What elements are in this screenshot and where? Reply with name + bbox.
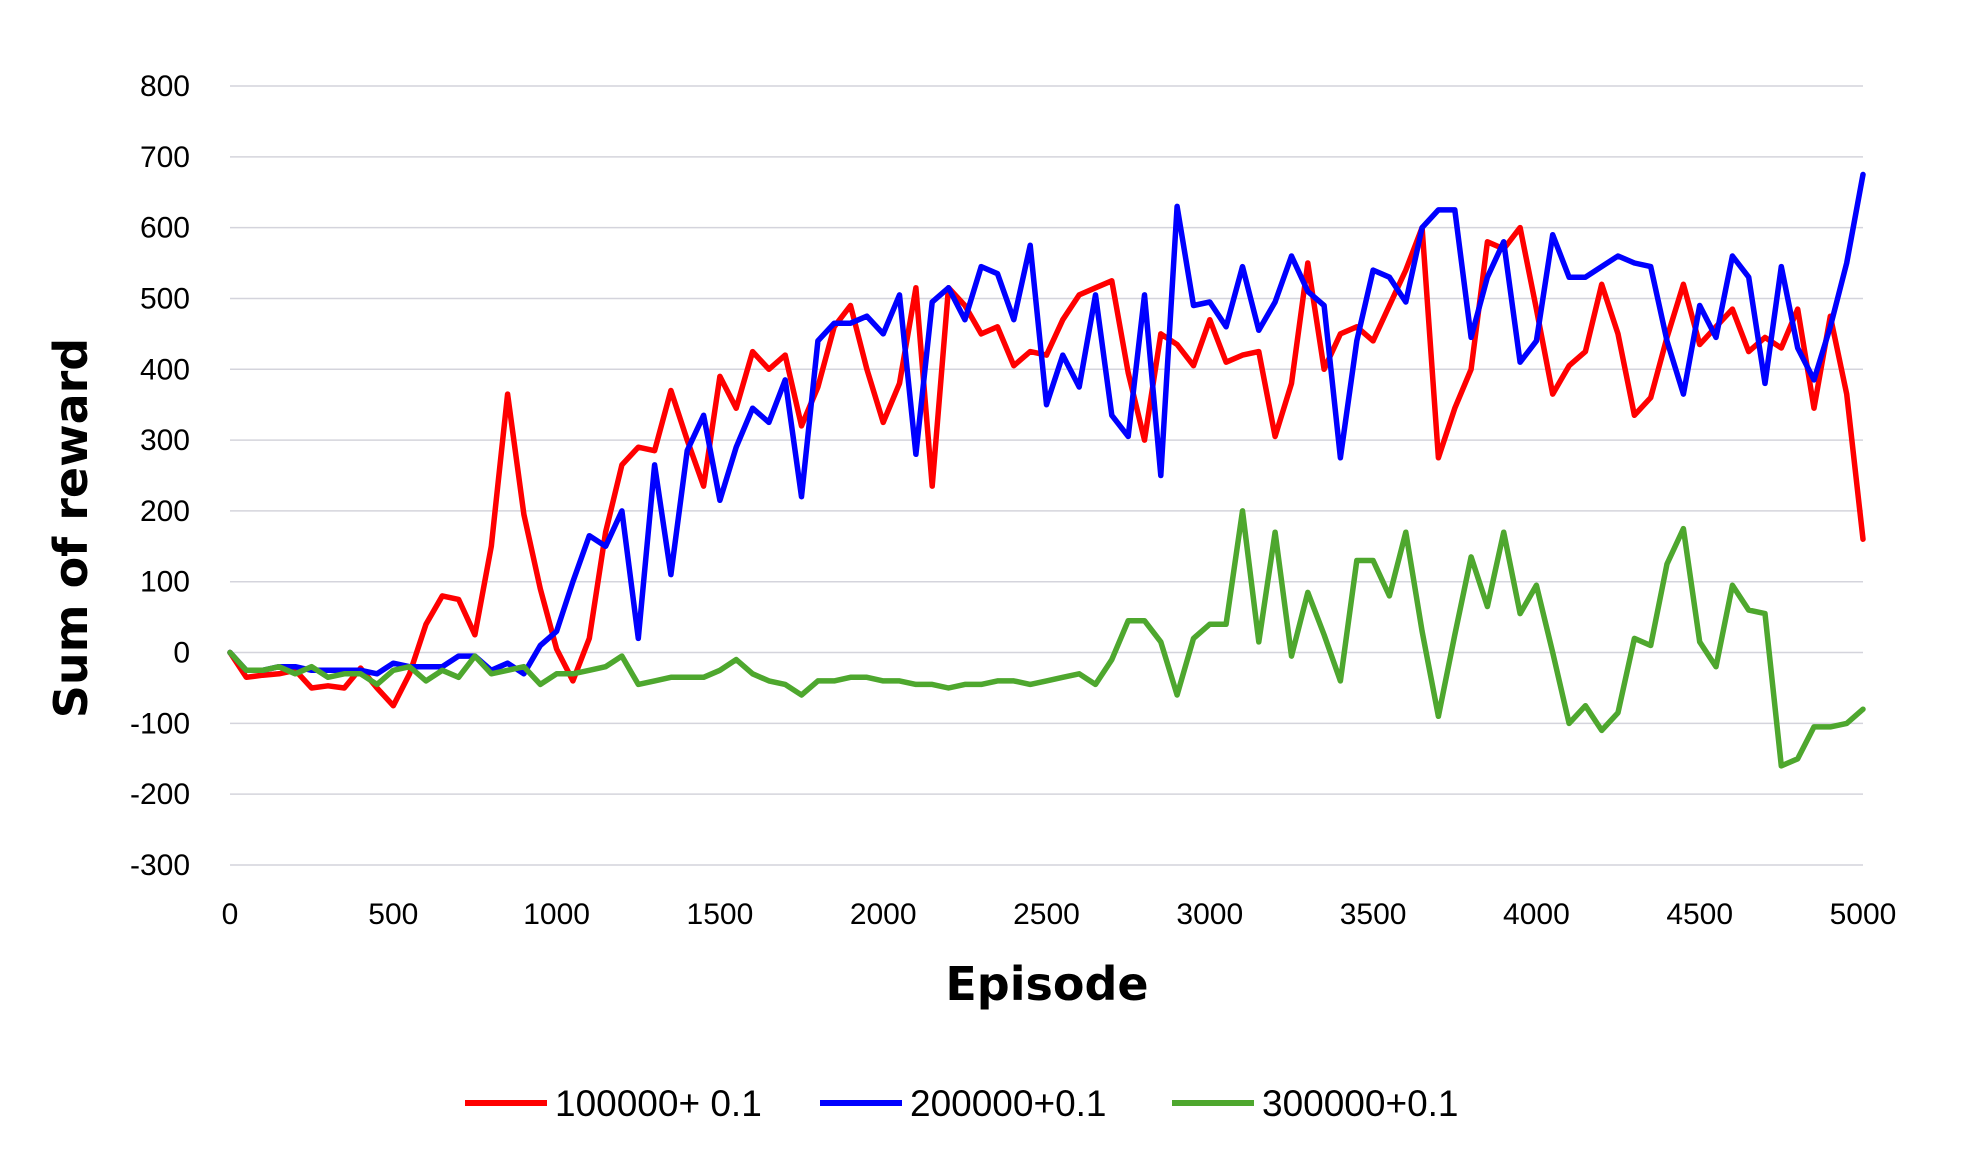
x-tick-label: 1500 — [687, 898, 754, 931]
y-tick-label: 700 — [140, 141, 190, 174]
y-axis-title: Sum of reward — [44, 338, 98, 719]
y-tick-label: -200 — [130, 778, 190, 811]
y-tick-label: 400 — [140, 353, 190, 386]
legend-label: 300000+0.1 — [1262, 1083, 1459, 1124]
legend-label: 100000+ 0.1 — [555, 1083, 762, 1124]
x-tick-label: 2500 — [1013, 898, 1080, 931]
y-tick-label: 600 — [140, 212, 190, 245]
series-line-2 — [227, 171, 1866, 677]
x-tick-label: 500 — [368, 898, 418, 931]
y-tick-label: 200 — [140, 495, 190, 528]
x-tick-label: 3500 — [1340, 898, 1407, 931]
x-tick-label: 4500 — [1666, 898, 1733, 931]
y-tick-label: 100 — [140, 566, 190, 599]
y-tick-label: 800 — [140, 70, 190, 103]
x-tick-label: 3000 — [1176, 898, 1243, 931]
gridlines — [230, 85, 1863, 866]
x-tick-label: 0 — [222, 898, 239, 931]
series-line-1 — [227, 224, 1866, 709]
y-tick-label: 0 — [173, 637, 190, 670]
legend-label: 200000+0.1 — [910, 1083, 1107, 1124]
x-axis-title: Episode — [945, 957, 1148, 1011]
y-tick-label: 500 — [140, 282, 190, 315]
x-tick-label: 5000 — [1830, 898, 1897, 931]
series-lines — [227, 171, 1866, 769]
y-axis-tick-labels: 800 700 600 500 400 300 200 100 0 -100 -200 -300 — [130, 70, 190, 882]
x-tick-label: 1000 — [523, 898, 590, 931]
legend: 100000+ 0.1 200000+0.1 300000+0.1 — [465, 1083, 1459, 1124]
series-line-3 — [227, 508, 1866, 769]
y-tick-label: -100 — [130, 707, 190, 740]
x-tick-label: 2000 — [850, 898, 917, 931]
y-tick-label: -300 — [130, 849, 190, 882]
x-tick-label: 4000 — [1503, 898, 1570, 931]
x-axis-tick-labels: 0 500 1000 1500 2000 2500 3000 3500 4000 4500 5000 — [222, 898, 1897, 931]
y-tick-label: 300 — [140, 424, 190, 457]
